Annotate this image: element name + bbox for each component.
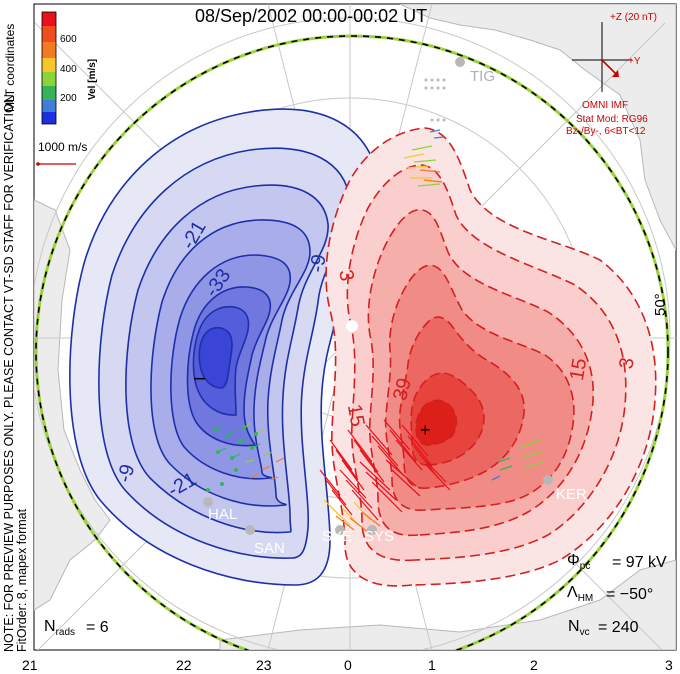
mlt-tick-1: 1 (428, 657, 436, 673)
max-marker: + (420, 420, 431, 440)
station-sys: SYS (364, 528, 395, 545)
station-ker: KER (556, 486, 587, 503)
station-tig: TIG (470, 68, 495, 85)
negative-cell (69, 108, 380, 586)
station-san: SAN (254, 540, 285, 557)
lambda-hm-value: = −50° (606, 586, 654, 603)
radar-sites (203, 57, 553, 535)
colorbar-tick-400: 400 (60, 64, 77, 75)
mlt-tick-22: 22 (176, 657, 192, 673)
hm-boundary-dash (35, 35, 669, 650)
land-north (34, 199, 111, 611)
vectors-ker (491, 439, 545, 481)
imf-y-label: +Y (628, 56, 641, 67)
fit-order-note: FitOrder: 8, mapex format (15, 508, 29, 652)
mlt-coordinates-label: MLT coordinates (3, 23, 17, 112)
imf-condition: Bz-/By-, 6<BT<12 (566, 126, 646, 137)
contour-label-neg9-right: -9 (306, 252, 331, 275)
mlt-tick-2: 2 (530, 657, 538, 673)
reference-vector-label: 1000 m/s (38, 140, 88, 154)
min-marker: − (193, 366, 206, 391)
mlt-tick-0: 0 (344, 657, 352, 673)
vectors-dawn-orange (335, 511, 381, 533)
mlt-tick-21: 21 (22, 657, 38, 673)
mlt-tick-23: 23 (256, 657, 272, 673)
colorbar (41, 11, 57, 125)
imf-z-label: +Z (20 nT) (610, 12, 657, 23)
station-sye: SYE (322, 528, 353, 545)
imf-model: Stat Mod: RG96 (576, 114, 648, 125)
imf-clock (572, 22, 632, 92)
plot-title: 08/Sep/2002 00:00-00:02 UT (195, 6, 428, 26)
vectors-noon (403, 129, 445, 187)
nrads-value: = 6 (86, 619, 109, 636)
reference-vector (36, 162, 76, 166)
nvc-symbol: Nvc (568, 618, 590, 639)
colorbar-tick-200: 200 (60, 93, 77, 104)
phi-pc-symbol: Φpc (567, 552, 591, 573)
imf-source: OMNI IMF (582, 100, 629, 111)
lambda-hm-symbol: ΛHM (567, 584, 594, 605)
tig-dots (424, 78, 446, 122)
vectors-dawn (319, 419, 451, 521)
vectors-dusk (206, 422, 285, 492)
colorbar-tick-600: 600 (60, 34, 77, 45)
preview-note: NOTE: FOR PREVIEW PURPOSES ONLY. PLEASE … (2, 90, 16, 652)
nrads-symbol: Nrads (44, 618, 76, 639)
phi-pc-value: = 97 kV (612, 554, 667, 571)
nvc-value: = 240 (598, 619, 639, 636)
colorbar-label: Vel [m/s] (87, 58, 98, 100)
station-hal: HAL (208, 506, 238, 523)
latitude-label-50: 50° (652, 293, 669, 316)
contour-label-15-left: 15 (342, 402, 369, 429)
contour-label-15-right: 15 (565, 356, 592, 383)
mlt-tick-3: 3 (665, 657, 673, 673)
land-south (219, 559, 676, 650)
